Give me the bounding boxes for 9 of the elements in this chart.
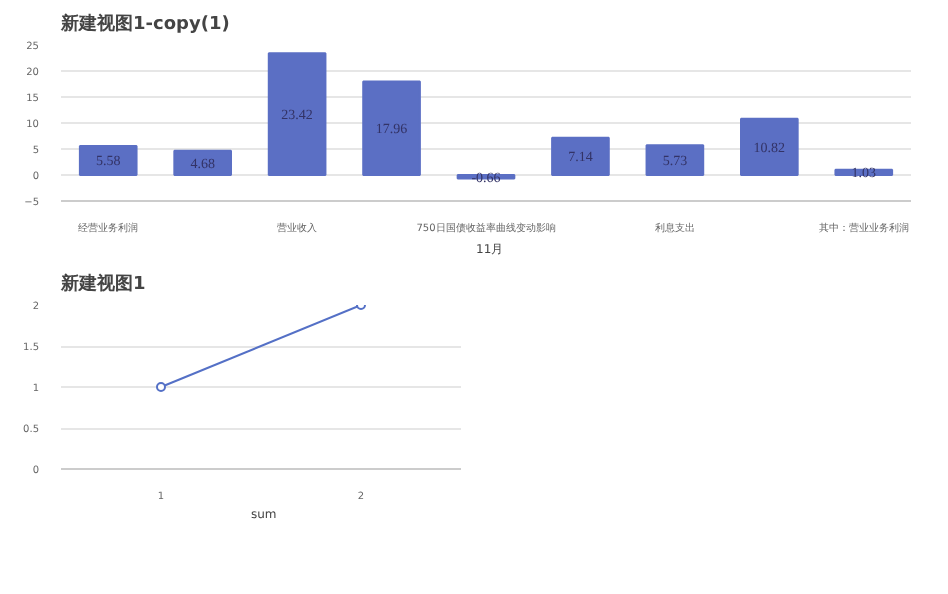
bar	[645, 144, 705, 176]
chart-title: 新建视图1	[59, 273, 146, 295]
bar	[78, 144, 138, 176]
bar	[173, 149, 232, 176]
bar	[740, 117, 799, 176]
bar	[267, 52, 327, 176]
bar	[362, 80, 421, 176]
bar	[551, 136, 610, 176]
chart-title: 新建视图1-copy(1)	[59, 13, 230, 35]
